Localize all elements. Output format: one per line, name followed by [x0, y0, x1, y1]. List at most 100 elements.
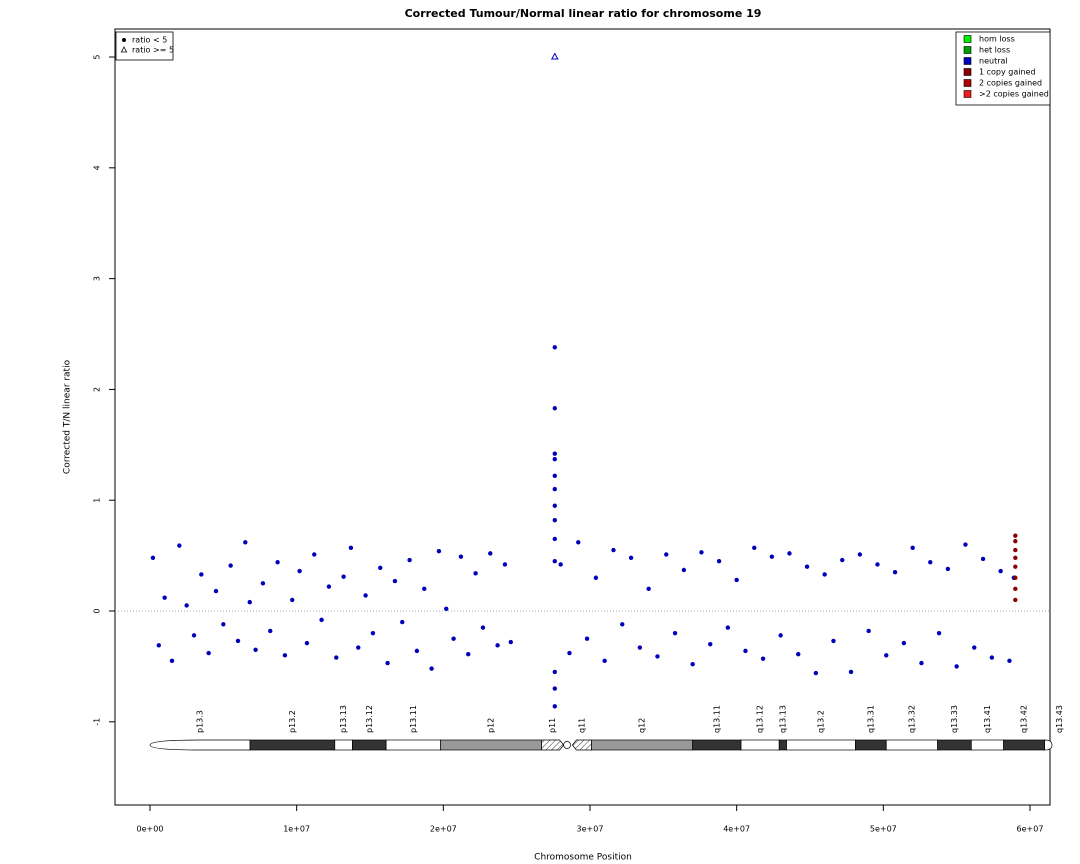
point — [1013, 586, 1018, 592]
point — [892, 570, 898, 575]
band-label: q13.12 — [756, 705, 765, 733]
point — [156, 643, 161, 648]
ideogram-band — [885, 739, 938, 751]
point — [1013, 597, 1018, 603]
point — [260, 581, 266, 586]
point — [552, 457, 557, 462]
ideogram-band — [786, 739, 856, 751]
point — [253, 647, 258, 652]
point — [451, 636, 456, 641]
legend-box — [115, 31, 174, 61]
point — [466, 652, 471, 657]
point — [480, 625, 486, 630]
x-tick-label: 6e+07 — [1017, 825, 1044, 834]
point — [1013, 564, 1018, 569]
point — [378, 565, 383, 570]
point — [290, 597, 295, 603]
point — [1013, 555, 1018, 561]
point — [206, 650, 211, 656]
y-tick-label: 4 — [93, 165, 102, 170]
point — [385, 660, 390, 666]
x-tick-label: 3e+07 — [577, 825, 604, 834]
band-label: q13.43 — [1055, 705, 1064, 733]
point — [312, 552, 317, 557]
point — [552, 486, 557, 492]
legend-box — [955, 31, 1051, 106]
point — [458, 554, 464, 559]
band-label: q13.13 — [778, 705, 787, 733]
point — [414, 648, 420, 654]
legend-label: >2 copies gained — [979, 90, 1049, 99]
point — [980, 556, 986, 562]
x-tick-label: 1e+07 — [283, 825, 310, 834]
point — [778, 633, 783, 638]
ideogram-band — [970, 739, 1004, 751]
legend-label: ratio >= 5 — [132, 46, 174, 55]
point — [552, 558, 557, 564]
point — [221, 622, 226, 627]
point — [954, 664, 959, 669]
point — [495, 643, 500, 648]
point — [672, 630, 678, 636]
point — [558, 562, 563, 567]
band-label: q13.42 — [1020, 705, 1029, 733]
band-label: q13.32 — [907, 705, 916, 733]
legend-marker — [122, 38, 126, 42]
point — [191, 633, 197, 638]
point — [919, 660, 924, 666]
point — [928, 560, 933, 565]
y-tick-label: -1 — [93, 718, 102, 726]
point — [725, 625, 731, 630]
ideogram-band — [334, 739, 353, 751]
ideogram-band — [249, 739, 336, 751]
point — [552, 536, 557, 542]
ideogram-band — [541, 739, 565, 751]
y-tick-label: 3 — [93, 276, 102, 281]
centromere — [563, 741, 571, 749]
point — [593, 575, 599, 580]
point — [341, 574, 346, 579]
point — [552, 517, 557, 523]
point — [848, 669, 854, 675]
point — [901, 640, 907, 646]
point — [972, 645, 977, 650]
ideogram-band — [571, 739, 592, 751]
point — [363, 593, 368, 598]
legend-marker — [120, 46, 128, 53]
band-label: q13.2 — [816, 710, 825, 733]
band-label: q13.33 — [950, 705, 959, 733]
legend-label: hom loss — [979, 35, 1015, 44]
point — [734, 577, 739, 583]
point — [1013, 533, 1018, 538]
point — [429, 666, 434, 671]
point — [356, 645, 361, 650]
ideogram-band — [352, 739, 387, 751]
x-tick-label: 5e+07 — [870, 825, 897, 834]
band-label: p13.3 — [196, 710, 205, 733]
ideogram-band — [855, 739, 887, 751]
point — [243, 540, 248, 545]
point — [752, 545, 757, 551]
band-label: p13.13 — [339, 705, 348, 733]
legend-swatch — [963, 79, 972, 87]
point — [664, 552, 669, 557]
point — [282, 653, 288, 658]
point — [576, 540, 581, 545]
point — [235, 638, 241, 644]
point — [875, 562, 880, 567]
point — [743, 648, 748, 654]
point — [392, 578, 398, 584]
point — [1013, 575, 1018, 580]
point — [637, 645, 643, 650]
point — [989, 655, 995, 660]
point — [552, 669, 557, 675]
ideogram-band — [740, 739, 780, 751]
point — [699, 550, 704, 555]
ideogram-band — [1044, 739, 1053, 751]
legend-label: neutral — [979, 57, 1008, 66]
point — [334, 655, 339, 660]
band-label: p13.11 — [409, 705, 418, 733]
